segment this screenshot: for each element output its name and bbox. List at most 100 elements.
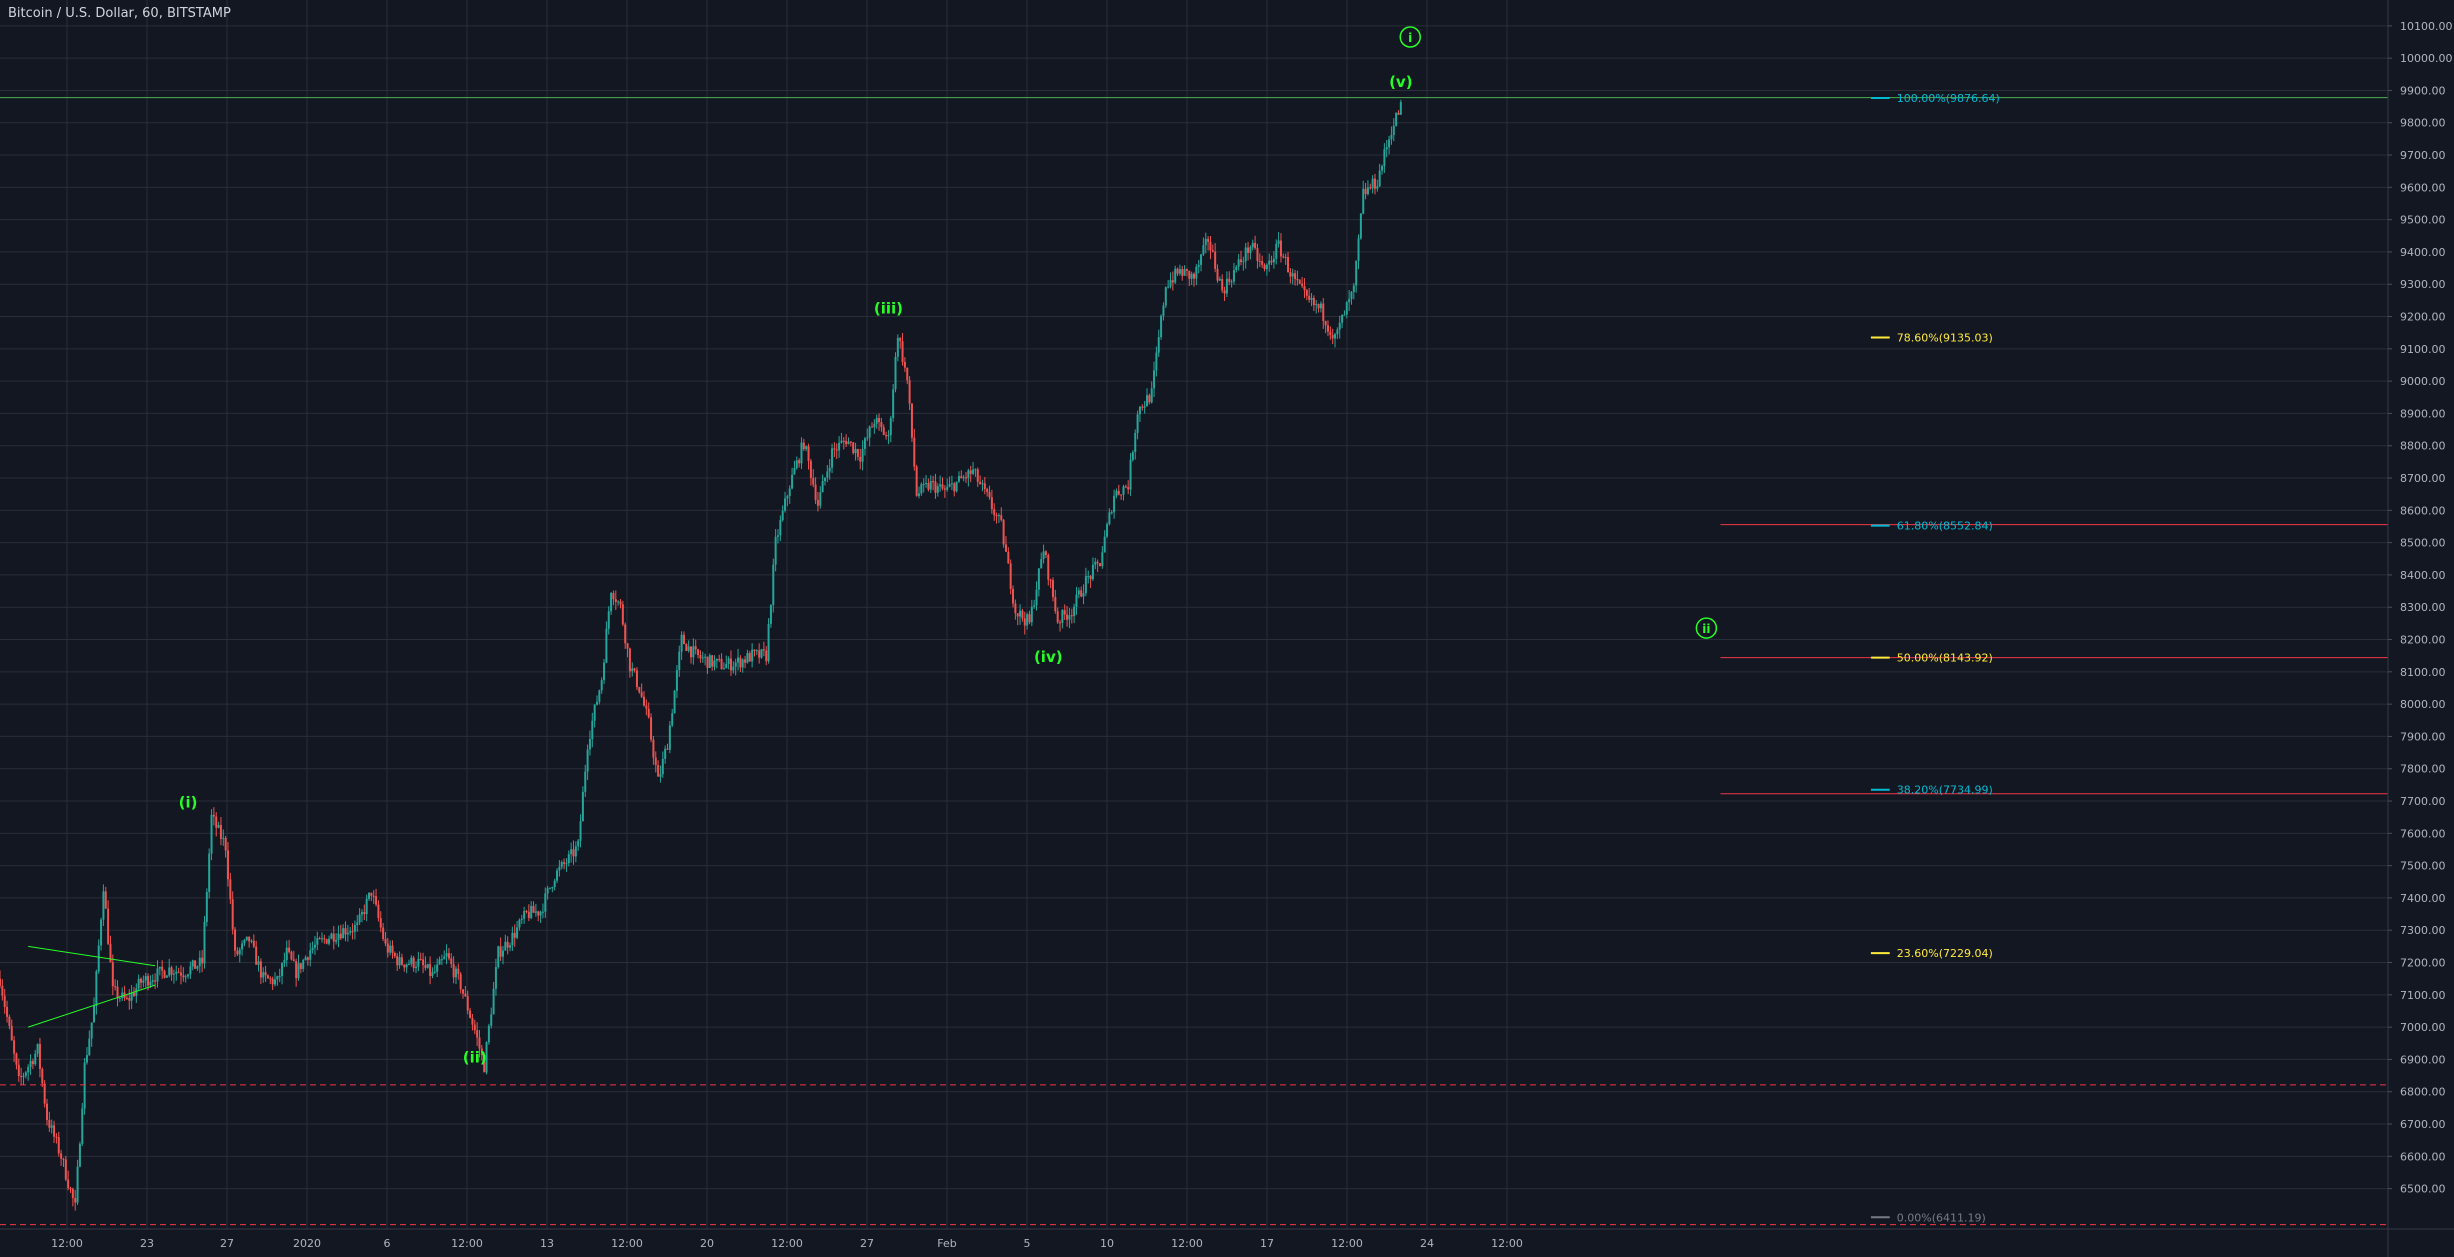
candle-body bbox=[1211, 250, 1214, 252]
candle-body bbox=[1178, 269, 1181, 274]
candle-body bbox=[1068, 615, 1071, 620]
candle-body bbox=[97, 945, 100, 972]
candle-body bbox=[729, 658, 732, 671]
triangle-drawing[interactable] bbox=[28, 945, 156, 1028]
candle-body bbox=[198, 957, 201, 967]
time-tick-label: 12:00 bbox=[771, 1237, 803, 1250]
candle-body bbox=[652, 739, 655, 758]
candle-body bbox=[868, 426, 871, 438]
triangle-line[interactable] bbox=[28, 984, 156, 1028]
candle-body bbox=[896, 338, 899, 357]
candle-body bbox=[614, 599, 617, 603]
time-tick-label: 5 bbox=[1024, 1237, 1031, 1250]
candle-body bbox=[1244, 247, 1247, 262]
fib-level-label: 78.60%(9135.03) bbox=[1897, 332, 1993, 345]
candle-body bbox=[1164, 287, 1167, 306]
candle-body bbox=[64, 1159, 67, 1180]
candle-body bbox=[812, 478, 815, 485]
candle-body bbox=[525, 910, 528, 912]
price-tick-label: 8200.00 bbox=[2400, 634, 2446, 647]
candle-body bbox=[534, 911, 537, 913]
candle-body bbox=[158, 966, 161, 969]
candle-body bbox=[802, 442, 805, 450]
candle-body bbox=[24, 1072, 27, 1076]
candle-body bbox=[436, 964, 439, 972]
candle-body bbox=[863, 438, 866, 449]
wave-annotations: (i)(ii)(iii)(iv)(v)iii bbox=[179, 26, 1718, 1067]
candle-body bbox=[581, 791, 584, 822]
candle-body bbox=[116, 986, 119, 999]
price-tick-label: 10100.00 bbox=[2400, 20, 2453, 33]
price-tick-label: 8600.00 bbox=[2400, 504, 2446, 517]
time-axis[interactable]: 12:00 23 27 2020 6 12:00 13 12:00 20 12:00 27 Feb 5 1… bbox=[0, 1228, 2454, 1250]
candle-body bbox=[415, 966, 418, 968]
candle-body bbox=[1155, 352, 1158, 371]
candle-body bbox=[335, 939, 338, 942]
candle-body bbox=[875, 417, 878, 424]
candle-body bbox=[617, 601, 620, 603]
candle-body bbox=[826, 471, 829, 478]
wave-label: (iii) bbox=[874, 299, 903, 317]
price-axis[interactable]: 6500.00 6600.00 6700.00 6800.00 6900.00 7000.… bbox=[2387, 0, 2454, 1257]
horizontal-levels[interactable]: 9877.838555.668144.077722.616821.326388.… bbox=[0, 89, 2452, 1233]
candle-body bbox=[823, 477, 826, 482]
candle-body bbox=[471, 1017, 474, 1025]
candle-body bbox=[1134, 432, 1137, 453]
candle-body bbox=[100, 919, 103, 946]
candle-body bbox=[1242, 261, 1245, 263]
triangle-line[interactable] bbox=[28, 945, 156, 967]
candle-body bbox=[1004, 544, 1007, 552]
price-tick-label: 8100.00 bbox=[2400, 666, 2446, 679]
candle-body bbox=[337, 933, 340, 940]
candle-body bbox=[43, 1083, 46, 1104]
fib-retracement[interactable]: 100.00%(9876.64) 78.60%(9135.03) 61.80%(85… bbox=[1870, 92, 2000, 1224]
candle-body bbox=[1042, 551, 1045, 560]
candle-body bbox=[46, 1103, 49, 1120]
candle-body bbox=[1089, 576, 1092, 580]
candle-body bbox=[903, 361, 906, 368]
candle-body bbox=[1366, 187, 1369, 195]
candle-body bbox=[1193, 273, 1195, 279]
candle-body bbox=[941, 484, 944, 489]
candle-body bbox=[271, 978, 274, 985]
candle-body bbox=[375, 896, 378, 905]
candle-body bbox=[194, 960, 197, 969]
candle-body bbox=[1127, 487, 1130, 490]
candle-body bbox=[795, 460, 798, 469]
fib-level-label: 0.00%(6411.19) bbox=[1897, 1211, 1986, 1224]
candle-body bbox=[187, 974, 190, 977]
candle-body bbox=[774, 536, 777, 565]
candle-body bbox=[48, 1119, 51, 1128]
candle-body bbox=[598, 690, 601, 702]
candle-body bbox=[960, 476, 963, 479]
candle-body bbox=[128, 998, 131, 1001]
candle-body bbox=[316, 938, 319, 945]
price-tick-label: 8000.00 bbox=[2400, 698, 2446, 711]
candle-body bbox=[1390, 134, 1393, 140]
candle-body bbox=[1049, 579, 1052, 581]
candle-body bbox=[718, 658, 721, 660]
candle-body bbox=[1258, 260, 1261, 262]
candle-body bbox=[570, 849, 573, 855]
candlestick-series bbox=[0, 99, 1402, 1211]
candle-body bbox=[311, 947, 314, 951]
candle-body bbox=[1230, 281, 1233, 283]
candle-body bbox=[121, 992, 124, 998]
candle-body bbox=[1110, 512, 1113, 514]
candle-body bbox=[1263, 264, 1266, 270]
time-tick-label: 12:00 bbox=[611, 1237, 643, 1250]
candle-body bbox=[281, 963, 284, 976]
candle-body bbox=[391, 945, 394, 954]
price-tick-label: 6700.00 bbox=[2400, 1118, 2446, 1131]
candle-body bbox=[1037, 568, 1040, 590]
candle-body bbox=[1279, 240, 1282, 257]
candle-body bbox=[878, 417, 881, 423]
candle-body bbox=[1225, 278, 1228, 294]
candle-body bbox=[509, 945, 512, 948]
candle-body bbox=[887, 435, 890, 437]
candle-body bbox=[607, 611, 610, 629]
candle-body bbox=[600, 680, 603, 691]
candle-body bbox=[1014, 603, 1017, 614]
candle-body bbox=[339, 933, 342, 939]
